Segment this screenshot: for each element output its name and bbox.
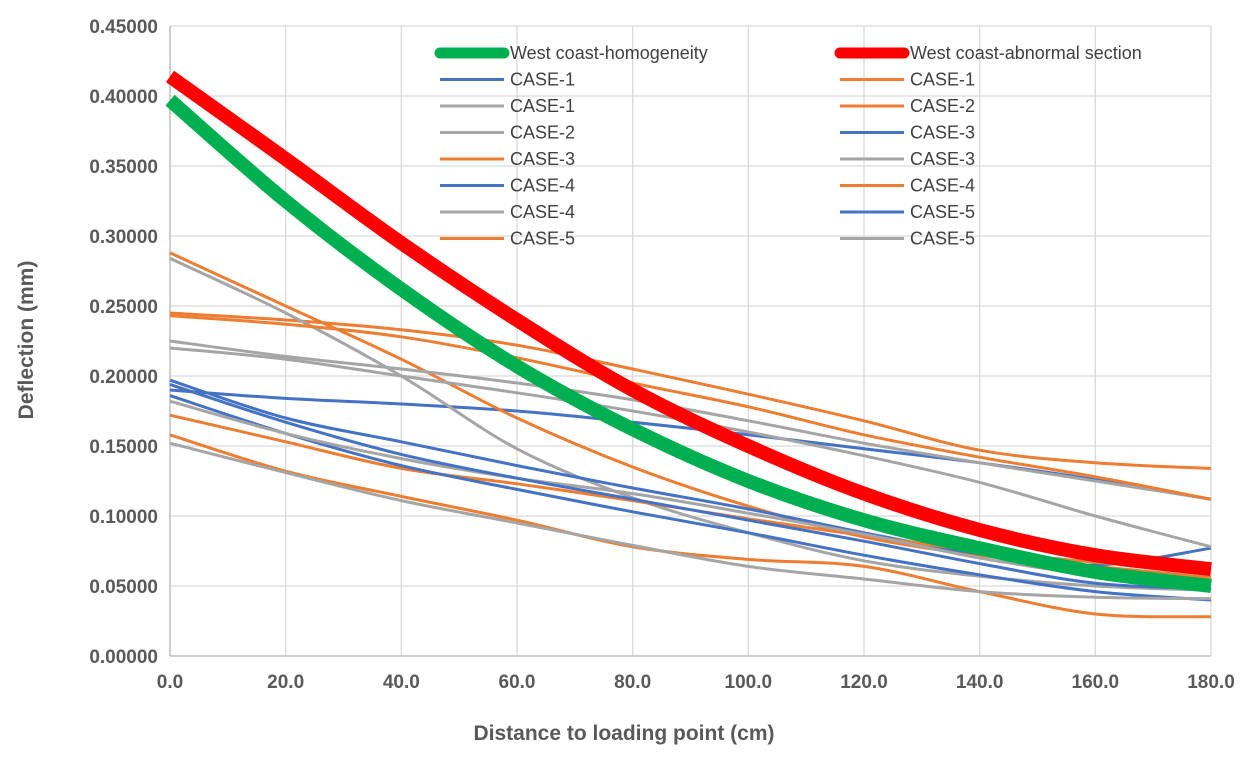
y-tick-label: 0.05000 bbox=[89, 577, 158, 598]
series-line-west-coast-homogeneity-0 bbox=[165, 94, 1212, 593]
y-tick-label: 0.15000 bbox=[89, 437, 158, 458]
legend-label: CASE-5 bbox=[510, 229, 575, 249]
x-axis-title: Distance to loading point (cm) bbox=[473, 722, 774, 745]
legend-label: CASE-3 bbox=[910, 149, 975, 169]
legend-label: West coast-abnormal section bbox=[910, 43, 1142, 63]
legend-label: CASE-4 bbox=[510, 202, 575, 222]
x-tick-label: 80.0 bbox=[614, 672, 651, 693]
y-tick-label: 0.35000 bbox=[89, 157, 158, 178]
series-line-case-5-13 bbox=[169, 382, 1212, 591]
x-tick-label: 120.0 bbox=[840, 672, 888, 693]
y-axis-title: Deflection (mm) bbox=[15, 261, 38, 420]
y-tick-label: 0.10000 bbox=[89, 507, 158, 528]
x-tick-label: 180.0 bbox=[1187, 672, 1235, 693]
legend-label: CASE-1 bbox=[910, 70, 975, 90]
series-line-case-5-15 bbox=[169, 441, 1212, 601]
series-line-case-5-14 bbox=[169, 314, 1212, 501]
y-tick-label: 0.00000 bbox=[89, 647, 158, 668]
legend-label: CASE-5 bbox=[910, 229, 975, 249]
axes: 0.00000 0.05000 0.10000 0.15000 0.20000 0.250… bbox=[89, 17, 1234, 693]
x-tick-label: 140.0 bbox=[956, 672, 1004, 693]
legend-label: CASE-2 bbox=[910, 96, 975, 116]
y-tick-label: 0.30000 bbox=[89, 227, 158, 248]
x-tick-label: 40.0 bbox=[383, 672, 420, 693]
series-line-west-coast-abnormal-section-1 bbox=[165, 70, 1212, 577]
legend-label: CASE-2 bbox=[510, 123, 575, 143]
x-tick-label: 100.0 bbox=[725, 672, 773, 693]
x-tick-label: 20.0 bbox=[267, 672, 304, 693]
legend-label: CASE-1 bbox=[510, 70, 575, 90]
y-tick-label: 0.20000 bbox=[89, 367, 158, 388]
y-tick-label: 0.40000 bbox=[89, 87, 158, 108]
series-line-case-4-10 bbox=[169, 394, 1212, 602]
legend-label: CASE-1 bbox=[510, 96, 575, 116]
legend-label: CASE-4 bbox=[910, 176, 975, 196]
legend-label: CASE-3 bbox=[510, 149, 575, 169]
y-tick-label: 0.45000 bbox=[89, 17, 158, 38]
legend: West coast-homogeneity West coast-abnorma… bbox=[434, 43, 1142, 249]
legend-label: CASE-3 bbox=[910, 123, 975, 143]
legend-label: CASE-5 bbox=[910, 202, 975, 222]
x-tick-label: 160.0 bbox=[1072, 672, 1120, 693]
series-line-case-2-6 bbox=[169, 339, 1212, 501]
series-line-case-4-11 bbox=[169, 433, 1212, 619]
y-tick-label: 0.25000 bbox=[89, 297, 158, 318]
series-line-case-1-3 bbox=[169, 311, 1212, 470]
series-lines bbox=[165, 70, 1212, 619]
x-tick-label: 0.0 bbox=[157, 672, 183, 693]
series-line-case-1-4 bbox=[169, 257, 1212, 592]
x-tick-label: 60.0 bbox=[499, 672, 536, 693]
legend-label: CASE-4 bbox=[510, 176, 575, 196]
legend-label: West coast-homogeneity bbox=[510, 43, 708, 63]
